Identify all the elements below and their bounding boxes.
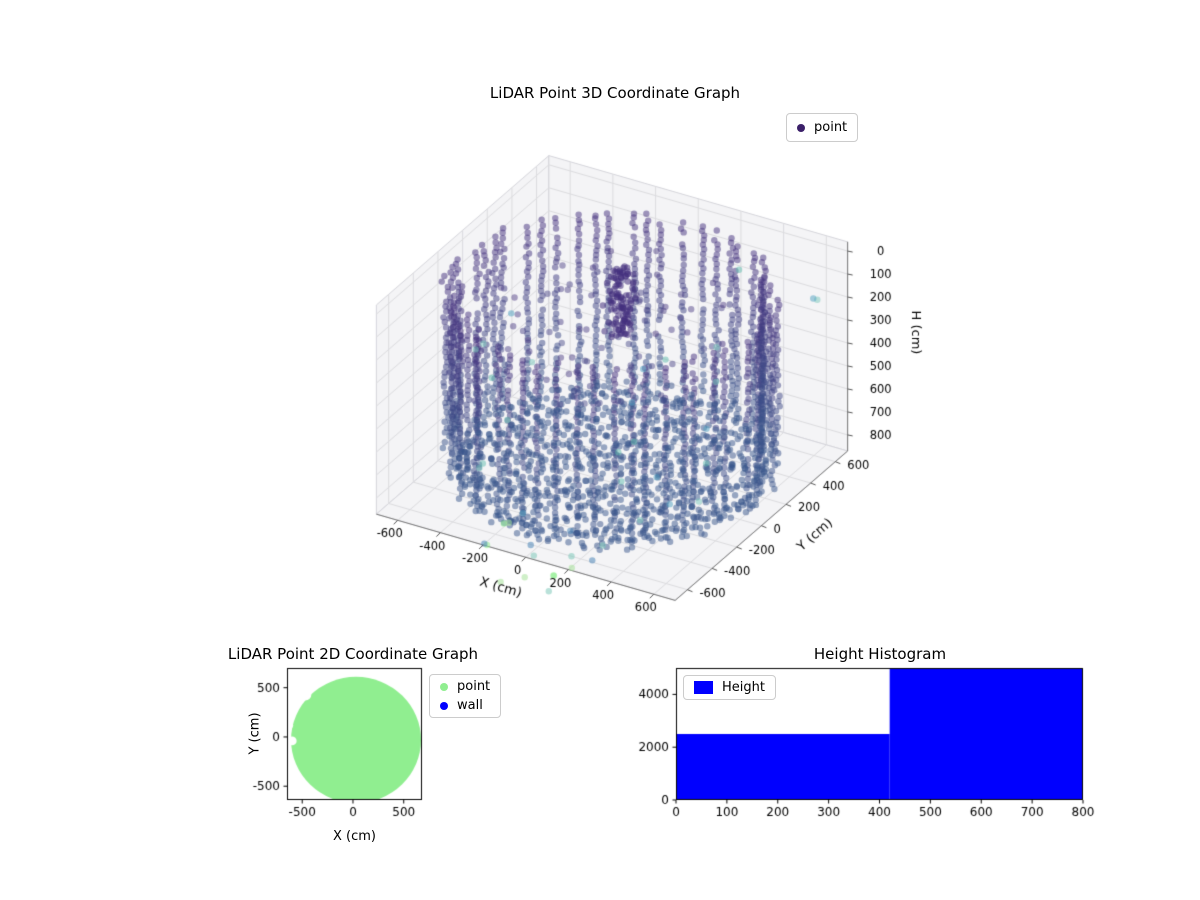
legend-histogram: Height xyxy=(683,675,776,700)
plot-2d-title: LiDAR Point 2D Coordinate Graph xyxy=(227,645,479,663)
point-marker-icon xyxy=(440,682,448,691)
legend-3d-entry-point: point xyxy=(797,120,847,135)
plot-2d-x-axis-label: X (cm) xyxy=(333,829,376,844)
legend-2d: point wall xyxy=(429,674,502,718)
height-bar-swatch-icon xyxy=(694,681,713,694)
wall-marker-icon xyxy=(440,701,448,710)
legend-2d-entry-wall: wall xyxy=(440,698,490,713)
legend-2d-wall-label: wall xyxy=(457,698,483,713)
legend-hist-height-label: Height xyxy=(722,680,765,695)
point-marker-icon xyxy=(797,123,805,132)
histogram-title: Height Histogram xyxy=(813,645,947,663)
legend-3d: point xyxy=(786,113,859,142)
legend-2d-point-label: point xyxy=(457,679,491,694)
legend-2d-entry-point: point xyxy=(440,679,490,694)
legend-3d-point-label: point xyxy=(814,120,848,135)
plot-3d-title: LiDAR Point 3D Coordinate Graph xyxy=(489,84,741,102)
legend-hist-entry-height: Height xyxy=(694,680,765,695)
plot-2d-y-axis-label: Y (cm) xyxy=(247,712,263,755)
